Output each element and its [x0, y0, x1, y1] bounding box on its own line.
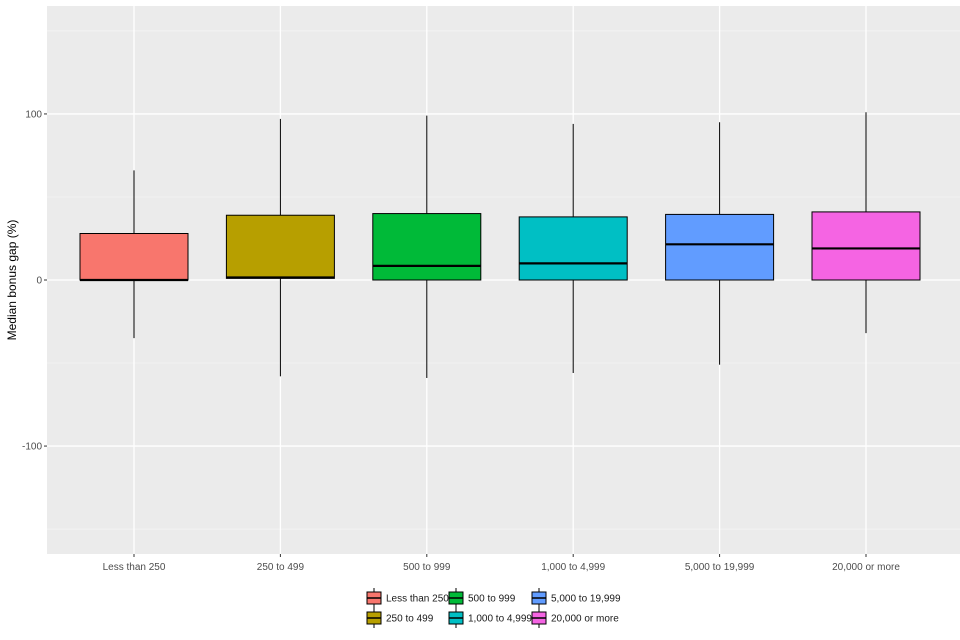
box-iqr — [518, 216, 628, 281]
y-tick-label: -100 — [22, 442, 42, 453]
box-5 — [665, 122, 775, 365]
x-tick-label: Less than 250 — [103, 562, 166, 573]
y-axis-ticks: -100 0 100 — [22, 109, 47, 453]
boxes — [79, 112, 921, 378]
legend-label: 250 to 499 — [386, 614, 434, 625]
box-iqr — [79, 233, 189, 281]
y-tick-label: 100 — [25, 109, 42, 120]
legend-label: 500 to 999 — [468, 594, 516, 605]
legend-label: 1,000 to 4,999 — [468, 614, 532, 625]
box-4 — [518, 123, 628, 373]
legend: Less than 250 250 to 499 500 to 999 1,000 t… — [366, 588, 621, 628]
box-6 — [811, 112, 921, 334]
box-2 — [225, 118, 335, 377]
x-axis-ticks: Less than 250 250 to 499 500 to 999 1,000 t… — [103, 554, 900, 573]
box-iqr — [225, 214, 335, 279]
legend-key — [448, 588, 464, 608]
x-tick-label: 5,000 to 19,999 — [685, 562, 755, 573]
box-iqr — [372, 213, 482, 281]
legend-label: 5,000 to 19,999 — [551, 594, 621, 605]
minor-gridlines — [47, 30, 960, 530]
legend-key — [448, 608, 464, 628]
x-tick-label: 20,000 or more — [832, 562, 900, 573]
box-1 — [79, 170, 189, 339]
y-axis-title: Median bonus gap (%) — [5, 220, 19, 341]
y-tick-label: 0 — [36, 276, 42, 287]
x-tick-label: 500 to 999 — [403, 562, 451, 573]
legend-label: Less than 250 — [386, 594, 449, 605]
box-iqr — [811, 211, 921, 281]
legend-key — [366, 608, 382, 628]
x-tick-label: 1,000 to 4,999 — [541, 562, 605, 573]
box-3 — [372, 115, 482, 378]
legend-key — [366, 588, 382, 608]
legend-key — [531, 588, 547, 608]
box-iqr — [665, 213, 775, 281]
legend-label: 20,000 or more — [551, 614, 619, 625]
legend-key — [531, 608, 547, 628]
x-tick-label: 250 to 499 — [257, 562, 305, 573]
